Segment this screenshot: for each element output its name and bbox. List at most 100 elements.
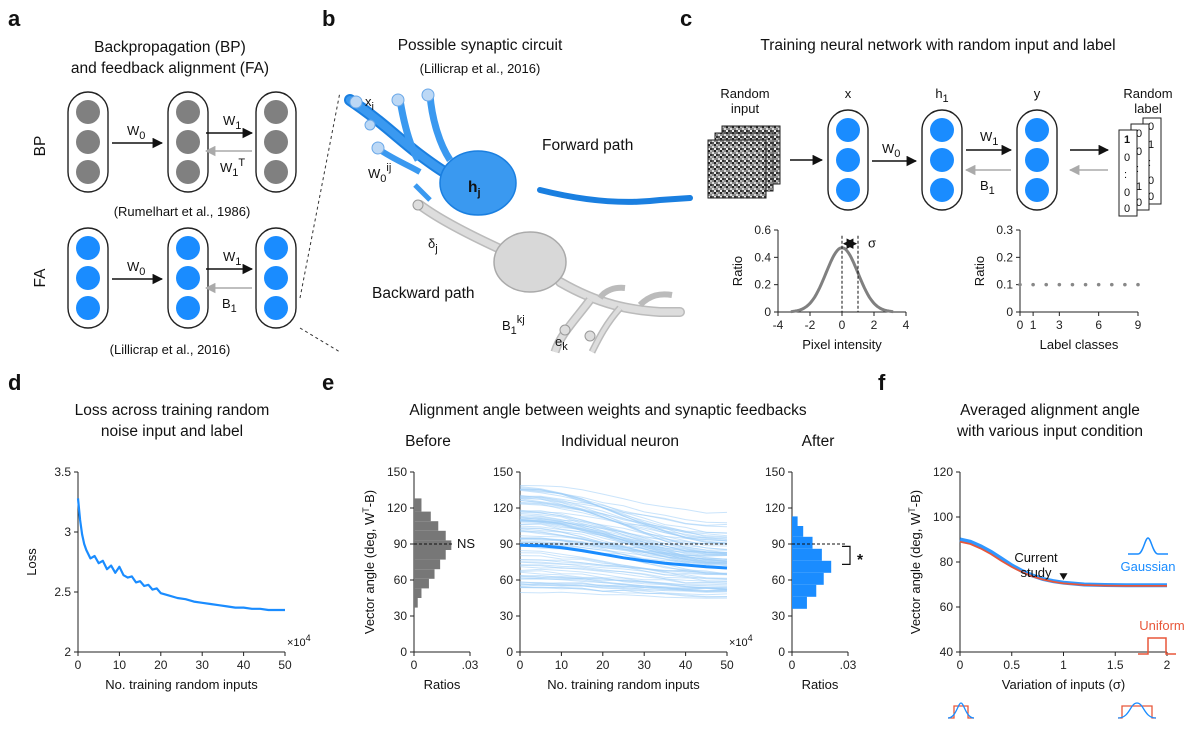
svg-text:0: 0 xyxy=(1124,203,1130,215)
x-tick-label: 2 xyxy=(871,318,878,332)
x-tick-label: 50 xyxy=(720,658,734,672)
x-tick-label: 30 xyxy=(196,658,210,672)
ek-label: ek xyxy=(555,334,568,353)
panel-e-title: Alignment angle between weights and syna… xyxy=(409,402,806,419)
x-tick-label: 40 xyxy=(679,658,693,672)
loss-chart: 0 10 20 30 40 50 2 2.5 3 3.5 No. training random i… xyxy=(24,465,311,692)
panel-c: c Training neural network with random in… xyxy=(680,6,1173,352)
x-multiplier: ×104 xyxy=(287,633,311,649)
y-axis-label: Ratio xyxy=(972,256,987,286)
neuron-trace xyxy=(519,581,728,593)
before-histogram: 0 .03 0 30 60 90 120 150 Ratios Vector angle (deg… xyxy=(361,465,479,692)
label-class-point xyxy=(1018,282,1022,287)
x-tick-label: 0 xyxy=(957,658,964,672)
fa-node xyxy=(264,296,288,320)
histogram-bar xyxy=(792,596,807,609)
panel-d: d Loss across training random noise inpu… xyxy=(8,370,311,692)
y-tick-label: 0.3 xyxy=(996,223,1013,237)
panel-letter-c: c xyxy=(680,6,692,31)
histogram-bar xyxy=(414,559,441,570)
x-tick-label: 0 xyxy=(517,658,524,672)
bp-w1t-label: W1T xyxy=(220,157,245,179)
panel-f: f Averaged alignment angle with various … xyxy=(878,370,1185,719)
x-axis-label: Ratios xyxy=(424,677,461,692)
neuron-trace xyxy=(519,574,728,587)
neuron-trace xyxy=(519,537,728,562)
neuron-trace xyxy=(519,503,728,534)
ns-label: NS xyxy=(457,536,475,551)
node xyxy=(1025,118,1049,142)
after-histogram: 0 .03 0 30 60 90 120 150 Ratios * xyxy=(765,465,864,692)
x-tick-label: 6 xyxy=(1095,318,1102,332)
panel-b: b Possible synaptic circuit (Lillicrap e… xyxy=(322,6,693,354)
y-tick-label: 0 xyxy=(764,305,771,319)
c-b1-label: B1 xyxy=(980,178,995,197)
svg-text::: : xyxy=(1124,169,1127,181)
y-tick-label: 0.2 xyxy=(996,250,1013,264)
svg-text:0: 0 xyxy=(1124,152,1130,164)
panel-a: a Backpropagation (BP) and feedback alig… xyxy=(8,6,341,357)
after-label: After xyxy=(802,433,835,450)
histogram-bar xyxy=(414,550,446,560)
y-tick-label: 0.1 xyxy=(996,278,1013,292)
panel-c-title: Training neural network with random inpu… xyxy=(760,37,1115,54)
backward-soma xyxy=(493,231,567,293)
forward-axon xyxy=(537,187,693,205)
svg-text:0: 0 xyxy=(1136,128,1142,140)
panel-f-title-2: with various input condition xyxy=(956,423,1143,440)
y-tick-label: 3 xyxy=(64,525,71,539)
uniform-legend-label: Uniform xyxy=(1139,618,1185,633)
panel-a-title-1: Backpropagation (BP) xyxy=(94,39,246,56)
y-tick-label: 100 xyxy=(933,510,953,524)
wide-input-icon xyxy=(1117,702,1157,719)
backward-path-label: Backward path xyxy=(372,285,475,302)
svg-text:0: 0 xyxy=(1124,187,1130,199)
neuron-trace xyxy=(519,511,728,560)
xi-label: xi xyxy=(365,94,374,113)
x-tick-label: 1.5 xyxy=(1107,658,1124,672)
y-tick-label: 40 xyxy=(940,645,954,659)
c-w0-label: W0 xyxy=(882,141,900,160)
node xyxy=(836,118,860,142)
mean-angle-line xyxy=(519,543,728,570)
histogram-bar xyxy=(414,578,429,589)
y-tick-label: 0.4 xyxy=(754,250,771,264)
neuron-trace xyxy=(520,578,728,590)
svg-text:0: 0 xyxy=(1136,197,1142,209)
neuron-trace xyxy=(519,519,728,563)
bp-label: BP xyxy=(32,136,49,157)
y-label: y xyxy=(1034,86,1041,101)
y-tick-label: 120 xyxy=(933,465,953,479)
x-axis-label: Variation of inputs (σ) xyxy=(1002,677,1125,692)
histogram-bar xyxy=(792,572,824,585)
y-tick-label: 150 xyxy=(765,465,785,479)
current-study-marker xyxy=(1059,573,1068,580)
bp-w0-label: W0 xyxy=(127,123,145,142)
gaussian-legend-icon xyxy=(1128,537,1168,555)
bp-node xyxy=(264,130,288,154)
y-tick-label: 60 xyxy=(500,573,514,587)
neuron-trace xyxy=(519,591,728,599)
x-tick-label: 0 xyxy=(839,318,846,332)
noise-image xyxy=(707,139,767,199)
panel-letter-e: e xyxy=(322,370,334,395)
y-tick-label: 0 xyxy=(400,645,407,659)
neuron-trace xyxy=(519,570,728,588)
y-tick-label: 30 xyxy=(772,609,786,623)
dj-label: δj xyxy=(428,236,438,255)
neuron-trace xyxy=(519,499,728,538)
pixel-intensity-chart: -4 -2 0 2 4 0 0.2 0.4 0.6 Pixel intensity Ratio σ xyxy=(730,223,910,352)
x-tick-label: 0 xyxy=(75,658,82,672)
bp-node xyxy=(76,160,100,184)
sigma-label: σ xyxy=(868,236,876,251)
fa-node xyxy=(264,236,288,260)
x-tick-label: 0 xyxy=(789,658,796,672)
y-tick-label: 0.2 xyxy=(754,278,771,292)
svg-text:0: 0 xyxy=(1136,146,1142,158)
y-axis-label: Loss xyxy=(24,548,39,576)
fa-node xyxy=(76,266,100,290)
svg-text:1: 1 xyxy=(1148,139,1154,151)
random-input-images xyxy=(707,125,781,199)
random-label-label-1: Random xyxy=(1123,86,1172,101)
neuron-trace xyxy=(519,485,728,514)
